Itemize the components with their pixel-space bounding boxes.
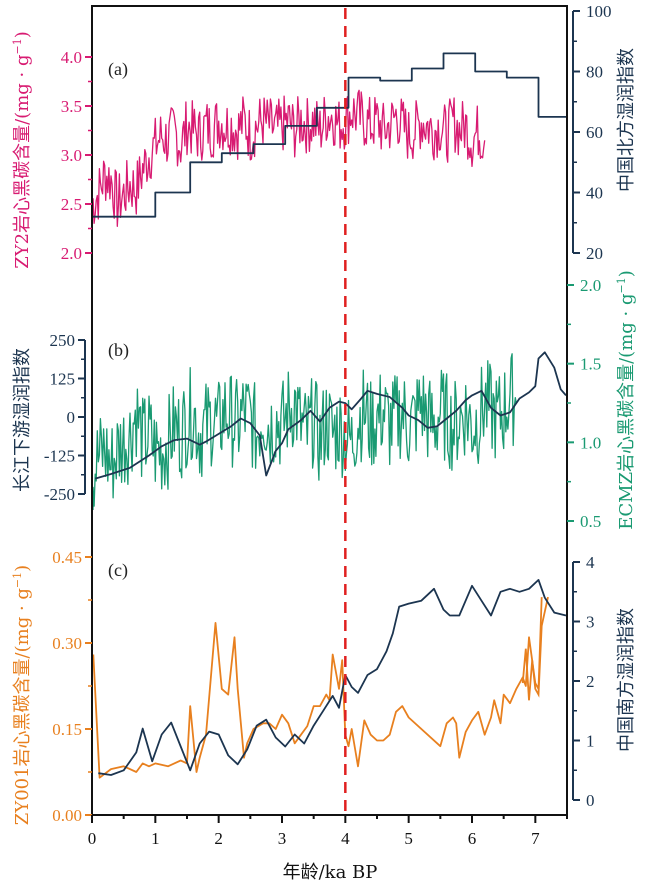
labels-layer: 2.02.53.03.54.020406080100ZY2岩心黑碳含量/(mg … — [11, 2, 637, 848]
x-tick-label: 0 — [88, 829, 97, 848]
x-tick-label: 2 — [214, 829, 223, 848]
right-tick-label: 3 — [586, 613, 595, 632]
panel-label-1: (a) — [108, 59, 128, 80]
series-line-2-1 — [92, 353, 517, 511]
axes-layer — [78, 8, 580, 823]
right-tick-label: 2.0 — [580, 276, 601, 295]
left-axis-title-text: ZY001岩心黑碳含量/(mg · g — [12, 588, 33, 825]
right-tick-label: 1.5 — [580, 355, 601, 374]
left-tick-label: 0.15 — [52, 720, 82, 739]
left-axis-title-close: ) — [12, 565, 33, 572]
right-tick-label: 40 — [586, 184, 603, 203]
left-tick-label: -125 — [44, 447, 75, 466]
left-tick-label: 0 — [67, 408, 76, 427]
x-axis-title: 年龄/ka BP — [283, 862, 378, 883]
x-tick-label: 7 — [531, 829, 540, 848]
right-tick-label: 1 — [586, 732, 595, 751]
right-axis-title-2: ECMZ岩心黑碳含量/(mg · g−1) — [615, 270, 637, 529]
right-tick-label: 60 — [586, 123, 603, 142]
left-tick-label: 3.5 — [61, 97, 82, 116]
series-line-3-1 — [92, 597, 543, 779]
left-tick-label: 2.5 — [61, 195, 82, 214]
left-tick-label: 250 — [50, 331, 76, 350]
right-axis-title-text: ECMZ岩心黑碳含量/(mg · g — [616, 294, 637, 530]
left-tick-label: -250 — [44, 485, 75, 504]
series-line-1-2 — [93, 52, 566, 218]
right-axis-title-close: ) — [616, 270, 637, 277]
right-tick-label: 0.5 — [580, 512, 601, 531]
left-tick-label: 2.0 — [61, 244, 82, 263]
right-tick-label: 100 — [586, 2, 612, 21]
plot-frame — [91, 5, 568, 816]
x-tick-label: 5 — [404, 829, 413, 848]
series-line-3-2 — [98, 579, 567, 776]
panel-label-3: (c) — [108, 560, 128, 581]
left-tick-label: 0.45 — [52, 548, 82, 567]
right-tick-label: 80 — [586, 63, 603, 82]
left-tick-label: 3.0 — [61, 146, 82, 165]
panel-label-2: (b) — [108, 340, 129, 361]
right-axis-title-1: 中国北方湿润指数 — [616, 48, 637, 192]
left-axis-title-close: ) — [12, 31, 33, 38]
left-axis-title-1: ZY2岩心黑碳含量/(mg · g−1) — [11, 31, 33, 268]
right-axis-title-sup: −1 — [615, 277, 628, 293]
right-tick-label: 0 — [586, 791, 595, 810]
right-tick-label: 20 — [586, 244, 603, 263]
series-line-2-2 — [94, 351, 567, 480]
left-tick-label: 4.0 — [61, 48, 82, 67]
right-tick-label: 4 — [586, 553, 595, 572]
series-line-1-1 — [92, 89, 486, 227]
right-tick-label: 2 — [586, 672, 595, 691]
left-axis-title-sup: −1 — [11, 572, 24, 588]
left-axis-title-text: ZY2岩心黑碳含量/(mg · g — [12, 55, 33, 269]
right-tick-label: 1.0 — [580, 433, 601, 452]
left-axis-title-sup: −1 — [11, 38, 24, 54]
left-tick-label: 0.00 — [52, 806, 82, 825]
x-tick-label: 1 — [151, 829, 160, 848]
left-axis-title-3: ZY001岩心黑碳含量/(mg · g−1) — [11, 565, 33, 825]
x-tick-label: 4 — [341, 829, 350, 848]
x-tick-label: 6 — [468, 829, 477, 848]
left-tick-label: 125 — [50, 370, 76, 389]
left-axis-title-2: 长江下游湿润指数 — [12, 348, 33, 492]
right-axis-title-text: 中国北方湿润指数 — [616, 48, 637, 192]
left-tick-label: 0.30 — [52, 634, 82, 653]
series-line-3-1-extra — [521, 596, 549, 701]
left-axis-title-text: 长江下游湿润指数 — [12, 348, 33, 492]
plot-layer — [92, 52, 567, 779]
right-axis-title-3: 中国南方湿润指数 — [616, 608, 637, 752]
x-tick-label: 3 — [278, 829, 287, 848]
right-axis-title-text: 中国南方湿润指数 — [616, 608, 637, 752]
